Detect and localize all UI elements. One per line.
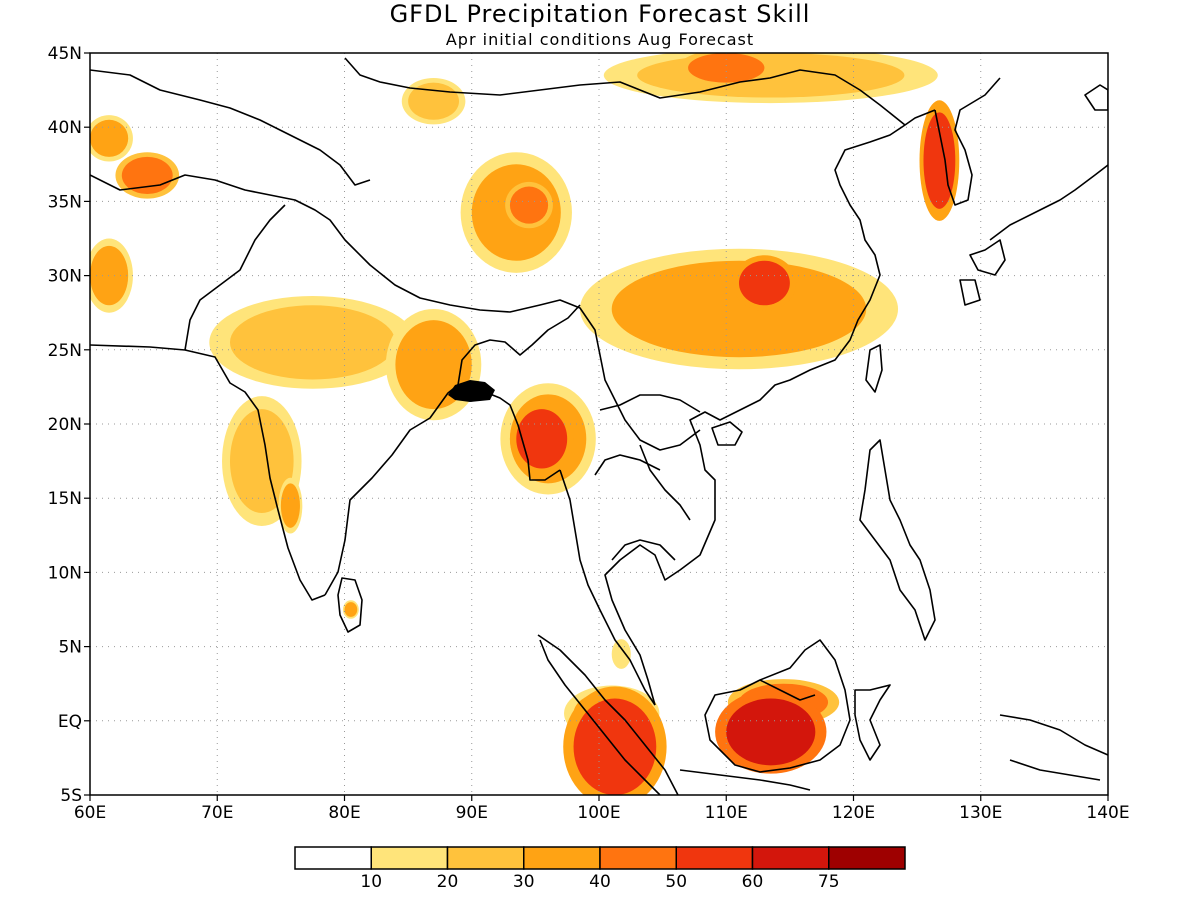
plot-area — [90, 53, 1108, 795]
colorbar-label: 30 — [513, 872, 535, 892]
colorbar-label: 60 — [742, 872, 764, 892]
lat-tick-label: 45N — [48, 44, 82, 64]
skill-region-mongolia-east — [637, 53, 905, 98]
colorbar-label: 10 — [360, 872, 382, 892]
skill-region-bengal — [395, 320, 472, 410]
colorbar-swatch — [370, 846, 449, 870]
map-title: GFDL Precipitation Forecast Skill — [390, 0, 811, 28]
colorbar-swatch — [523, 846, 601, 870]
skill-region-south-china — [611, 260, 867, 358]
map-subtitle: Apr initial conditions Aug Forecast — [446, 30, 754, 49]
lon-tick-label: 90E — [456, 803, 488, 823]
lon-tick-label: 130E — [959, 803, 1002, 823]
skill-region-srilanka — [344, 602, 358, 617]
colorbar-swatch — [599, 846, 677, 870]
lat-tick-label: 25N — [48, 341, 82, 361]
lat-tick-label: 40N — [48, 118, 82, 138]
lon-tick-label: 110E — [705, 803, 748, 823]
skill-region-caspian — [90, 119, 129, 157]
colorbar-swatch — [446, 846, 525, 870]
skill-region-iran-south — [90, 245, 129, 306]
skill-region-malaya — [611, 639, 631, 669]
colorbar-swatch — [294, 846, 372, 870]
lon-tick-label: 60E — [74, 803, 106, 823]
colorbar-swatch — [751, 846, 830, 870]
lat-tick-label: 10N — [48, 563, 82, 583]
colorbar-swatch — [675, 846, 754, 870]
colorbar-label: 75 — [818, 872, 840, 892]
latitude-tick-labels: 45N 40N 35N 30N 25N 20N 15N 10N 5N EQ 5S — [48, 44, 90, 806]
skill-region-borneo — [726, 698, 816, 766]
lat-tick-label: 15N — [48, 489, 82, 509]
colorbar-label: 50 — [665, 872, 687, 892]
colorbar-label: 40 — [589, 872, 611, 892]
colorbar-swatch — [828, 846, 906, 870]
lat-tick-label: 35N — [48, 192, 82, 212]
skill-region-myanmar — [516, 409, 568, 469]
skill-region-tibet-north-core — [509, 186, 549, 224]
lon-tick-label: 70E — [201, 803, 233, 823]
skill-region-ganges — [229, 305, 396, 380]
bangladesh-coast — [448, 380, 495, 402]
skill-region-mongolia-core — [688, 53, 765, 83]
lat-tick-label: 30N — [48, 267, 82, 287]
lat-tick-label: 5S — [60, 786, 82, 806]
skill-region-india-west — [229, 409, 294, 514]
lat-tick-label: EQ — [58, 712, 82, 732]
lon-tick-label: 120E — [832, 803, 875, 823]
lat-tick-label: 20N — [48, 415, 82, 435]
colorbar-label: 20 — [437, 872, 459, 892]
lat-tick-label: 5N — [58, 638, 82, 658]
gridlines — [90, 53, 1108, 795]
colorbar: 10 20 30 40 50 60 75 — [294, 846, 906, 892]
skill-region-south-china-core — [738, 260, 790, 306]
lon-tick-label: 140E — [1086, 803, 1129, 823]
skill-region-india-west-core — [280, 483, 300, 528]
lon-tick-label: 80E — [328, 803, 360, 823]
lon-tick-label: 100E — [577, 803, 620, 823]
longitude-tick-labels: 60E 70E 80E 90E 100E 110E 120E 130E 140E — [74, 795, 1130, 823]
